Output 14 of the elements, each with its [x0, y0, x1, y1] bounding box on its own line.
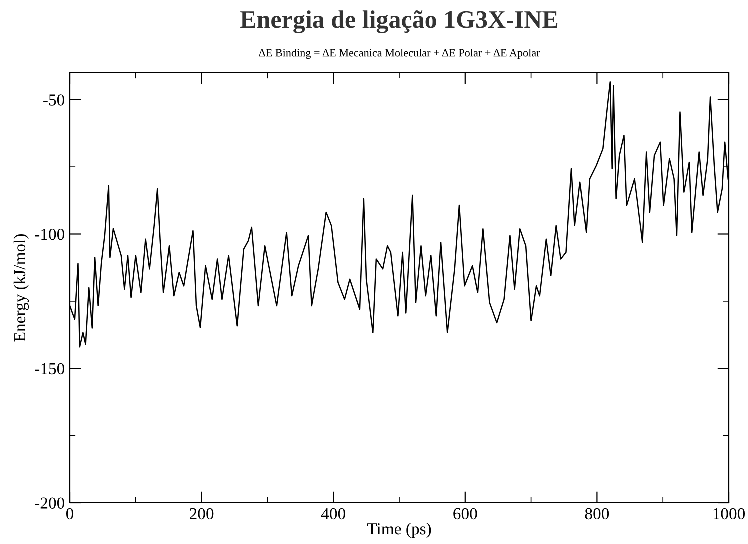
x-tick-label: 800: [585, 508, 610, 520]
x-axis-title: Time (ps): [367, 522, 432, 538]
chart-title: Energia de ligação 1G3X-INE: [240, 10, 558, 34]
y-axis-title: Energy (kJ/mol): [14, 234, 30, 342]
y-tick-label: -50: [44, 94, 65, 106]
x-tick-label: 400: [321, 508, 346, 520]
chart-subtitle: ΔE Binding = ΔE Mecanica Molecular + ΔE Polar + ΔE Apolar: [259, 48, 540, 60]
x-tick-label: 0: [66, 508, 74, 520]
x-tick-label: 200: [190, 508, 214, 520]
x-tick-label: 1000: [714, 508, 746, 520]
y-tick-label: -200: [35, 498, 65, 509]
x-tick-label: 600: [454, 508, 478, 520]
y-tick-label: -100: [35, 228, 65, 240]
y-tick-label: -150: [35, 363, 65, 375]
